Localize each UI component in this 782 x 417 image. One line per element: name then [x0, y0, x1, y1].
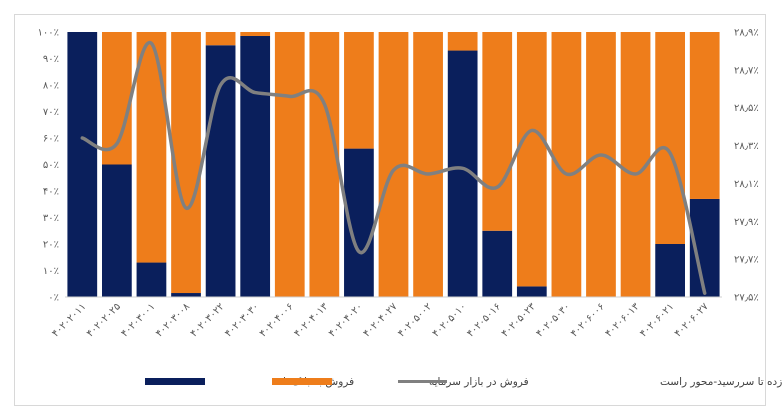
bar-market — [274, 32, 305, 297]
y-left-tick-label: ۶۰٪ — [43, 134, 59, 145]
x-tick-label: ۴۰۲۰۵۰۱۶ — [465, 301, 503, 339]
x-tick-label: ۴۰۲۰۳۰۰۱ — [119, 301, 157, 339]
bar-market — [205, 32, 236, 46]
y-left-tick-label: ۱۰٪ — [43, 266, 59, 277]
bar-banks — [482, 230, 513, 297]
x-tick-label: ۴۰۲۰۴۰۱۳ — [292, 301, 331, 340]
x-tick-label: ۴۰۲۰۵۰۰۲ — [396, 301, 434, 339]
y-left-tick-label: ۹۰٪ — [43, 54, 59, 65]
y-left-tick-label: ۸۰٪ — [43, 81, 59, 92]
x-tick-label: ۴۰۲۰۴۰۰۶ — [258, 301, 296, 339]
y-right-tick-label: ۲۷٫۷٪ — [734, 255, 759, 266]
x-tick-label: ۴۰۲۰۳۰۲۲ — [189, 301, 227, 339]
bar-market — [689, 32, 720, 199]
bar-banks — [101, 164, 132, 297]
chart-frame — [14, 14, 766, 406]
x-tick-label: ۴۰۲۰۴۰۲۰ — [327, 301, 365, 339]
y-right-tick-label: ۲۸٫۳٪ — [734, 141, 759, 152]
bar-market — [482, 32, 513, 231]
bar-market — [171, 32, 201, 294]
bar-banks — [67, 32, 98, 297]
y-right-tick-label: ۲۸٫۹٪ — [734, 28, 759, 39]
bar-market — [655, 32, 686, 244]
y-right-tick-label: ۲۷٫۵٪ — [734, 293, 759, 304]
bar-market — [136, 32, 167, 263]
x-tick-label: ۴۰۲۰۶۰۲۷ — [673, 301, 712, 340]
x-tick-label: ۴۰۲۰۵۰۳۰ — [534, 301, 572, 339]
bar-market — [586, 32, 616, 297]
series-line-yield — [80, 41, 707, 295]
x-tick-label: ۴۰۲۰۳۰۳۰ — [223, 301, 261, 339]
x-tick-label: ۴۰۲۰۲۰۱۱ — [50, 301, 88, 339]
bar-market — [309, 32, 340, 297]
bar-market — [413, 32, 443, 297]
y-left-tick-label: ۳۰٪ — [43, 213, 59, 224]
x-tick-label: ۴۰۲۰۵۰۱۰ — [431, 301, 469, 339]
bar-market — [447, 32, 478, 51]
y-left-tick-label: ۵۰٪ — [43, 160, 59, 171]
y-left-tick-label: ۴۰٪ — [43, 187, 59, 198]
y-left-tick-label: ۰٪ — [48, 293, 59, 304]
y-right-tick-label: ۲۸٫۷٪ — [734, 65, 759, 76]
bar-banks — [240, 35, 271, 297]
legend-swatch-market — [272, 378, 332, 385]
x-tick-label: ۴۰۲۰۶۰۱۳ — [604, 301, 643, 340]
y-right-tick-label: ۲۷٫۹٪ — [734, 217, 759, 228]
legend-label-yield: متوسط وزنی بازده تا سررسید-محور راست — [660, 376, 782, 388]
x-tick-label: ۴۰۲۰۲۰۲۵ — [85, 301, 123, 339]
x-tick-label: ۴۰۲۰۶۰۰۶ — [569, 301, 607, 339]
bar-banks — [136, 262, 167, 297]
x-tick-label: ۴۰۲۰۳۰۰۸ — [154, 301, 193, 340]
x-tick-label: ۴۰۲۰۴۰۲۷ — [361, 301, 400, 340]
legend-label-market: فروش در بازار سرمایه — [429, 376, 529, 388]
y-right-tick-label: ۲۸٫۱٪ — [734, 179, 759, 190]
legend-swatch-banks — [145, 378, 205, 385]
bar-market — [516, 32, 547, 287]
y-left-tick-label: ۷۰٪ — [43, 107, 59, 118]
bar-banks — [655, 244, 686, 297]
x-tick-label: ۴۰۲۰۵۰۲۳ — [500, 301, 539, 340]
x-tick-label: ۴۰۲۰۶۰۲۱ — [638, 301, 676, 339]
bar-banks — [171, 293, 201, 297]
y-left-tick-label: ۲۰٪ — [43, 240, 59, 251]
bar-banks — [516, 286, 547, 297]
bar-market — [344, 32, 374, 149]
y-right-tick-label: ۲۸٫۵٪ — [734, 103, 759, 114]
bar-market — [240, 32, 271, 36]
y-left-tick-label: ۱۰۰٪ — [38, 28, 59, 39]
